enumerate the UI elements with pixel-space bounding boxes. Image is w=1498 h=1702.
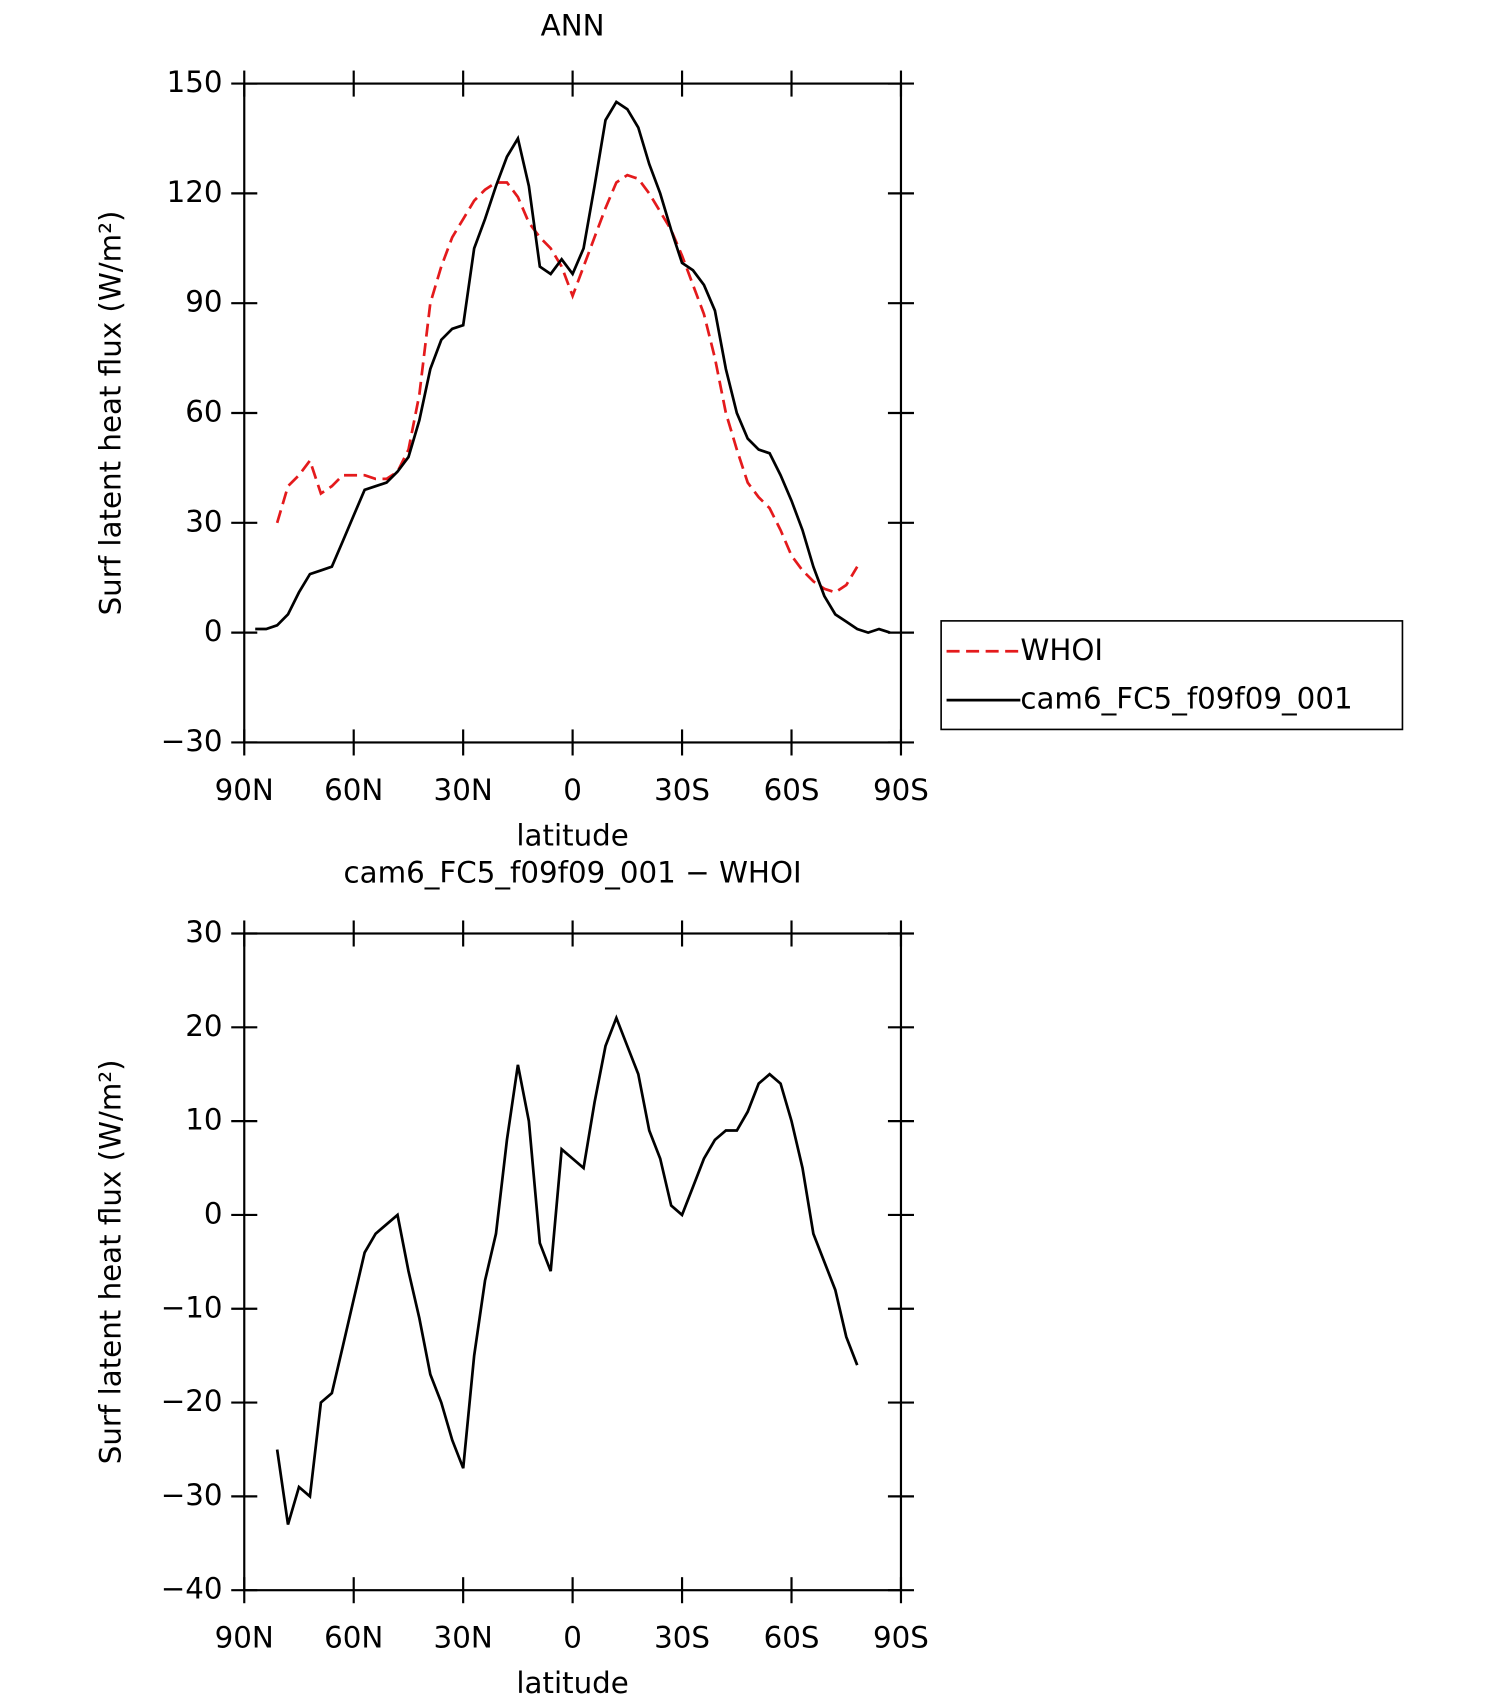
data-line: [275, 1014, 859, 1525]
plot-frame: [243, 82, 903, 744]
x-tick-label: 30N: [434, 773, 493, 807]
legend-box: [940, 620, 1404, 731]
x-tick-label: 60N: [324, 773, 383, 807]
x-tick-label: 30S: [654, 1621, 710, 1655]
legend-label: WHOI: [1020, 633, 1103, 667]
y-axis-label: Surf latent heat flux (W/m²): [93, 1059, 127, 1464]
y-tick-label: 30: [185, 915, 222, 949]
y-tick-label: 30: [185, 504, 222, 538]
chart-title: cam6_FC5_f09f09_001 − WHOI: [344, 855, 802, 889]
y-tick-label: 90: [185, 285, 222, 319]
x-tick-label: 60S: [764, 773, 820, 807]
x-tick-label: 60S: [764, 1621, 820, 1655]
y-tick-label: 10: [185, 1103, 222, 1137]
x-tick-label: 90N: [215, 773, 274, 807]
y-tick-label: −10: [161, 1290, 223, 1324]
y-tick-label: 0: [204, 1196, 223, 1230]
y-tick-label: −20: [161, 1384, 223, 1418]
x-tick-label: 60N: [324, 1621, 383, 1655]
x-tick-label: 90S: [873, 1621, 929, 1655]
y-tick-label: 0: [204, 614, 223, 648]
data-line: [275, 173, 859, 594]
y-tick-label: 150: [167, 65, 223, 99]
y-tick-label: 20: [185, 1009, 222, 1043]
chart-title: ANN: [541, 9, 605, 43]
x-axis-label: latitude: [516, 818, 628, 852]
y-tick-label: 120: [167, 175, 223, 209]
legend-label: cam6_FC5_f09f09_001: [1020, 682, 1352, 716]
x-tick-label: 90N: [215, 1621, 274, 1655]
x-tick-label: 90S: [873, 773, 929, 807]
y-axis-label: Surf latent heat flux (W/m²): [93, 211, 127, 616]
y-tick-label: −40: [161, 1572, 223, 1606]
x-tick-label: 0: [563, 773, 582, 807]
x-tick-label: 0: [563, 1621, 582, 1655]
y-tick-label: 60: [185, 395, 222, 429]
x-tick-label: 30N: [434, 1621, 493, 1655]
x-tick-label: 30S: [654, 773, 710, 807]
y-tick-label: −30: [161, 1478, 223, 1512]
y-tick-label: −30: [161, 724, 223, 758]
plot-frame: [243, 932, 903, 1592]
x-axis-label: latitude: [516, 1666, 628, 1700]
data-line: [255, 100, 891, 635]
